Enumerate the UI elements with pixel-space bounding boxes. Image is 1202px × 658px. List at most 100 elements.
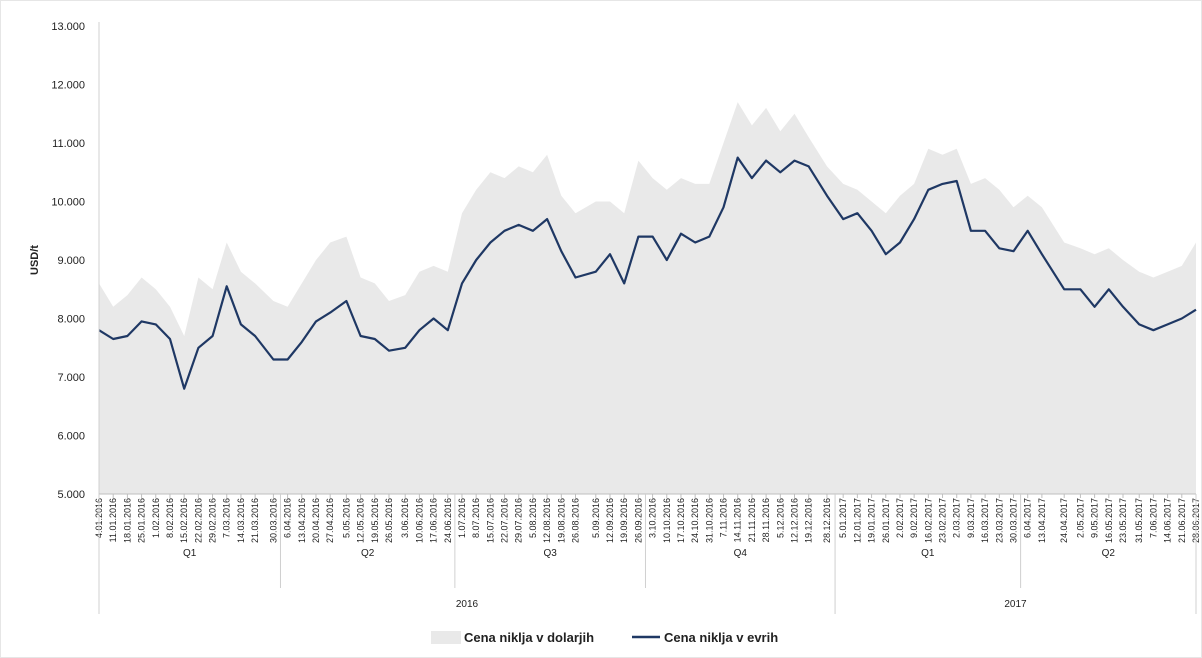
quarter-label: Q1 xyxy=(183,548,197,559)
series-line-euros xyxy=(98,156,1197,390)
x-tick-label: 5.08.2016 xyxy=(528,498,538,538)
x-tick-label: 14.11.2016 xyxy=(733,498,743,542)
x-tick-label: 21.06.2017 xyxy=(1177,498,1187,543)
y-tick-label: 13.000 xyxy=(51,21,85,33)
quarter-label: Q1 xyxy=(921,548,935,559)
x-tick-label: 2.03.2017 xyxy=(952,498,962,538)
x-tick-label: 2.05.2017 xyxy=(1075,498,1085,538)
x-tick-label: 11.01.2016 xyxy=(108,498,118,542)
x-tick-label: 3.06.2016 xyxy=(400,498,410,538)
x-tick-label: 19.05.2016 xyxy=(370,498,380,543)
y-tick-label: 6.000 xyxy=(57,431,85,443)
x-tick-label: 5.01.2017 xyxy=(838,498,848,538)
x-tick-label: 26.08.2016 xyxy=(571,498,581,543)
x-tick-label: 16.03.2017 xyxy=(980,498,990,543)
x-tick-label: 6.04.2017 xyxy=(1023,498,1033,538)
x-tick-label: 10.06.2016 xyxy=(414,498,424,543)
legend-label-euros: Cena niklja v evrih xyxy=(664,630,778,645)
x-axis: 4.01.2016 11.01.2016 18.01.2016 25.01.2016 1… xyxy=(94,493,1201,614)
x-tick-label: 10.10.2016 xyxy=(662,498,672,543)
y-tick-label: 11.000 xyxy=(52,138,85,150)
x-tick-label: 31.05.2017 xyxy=(1134,498,1144,543)
quarter-label: Q4 xyxy=(734,548,748,559)
x-tick-label: 12.01.2017 xyxy=(852,498,862,543)
x-tick-label: 9.05.2017 xyxy=(1090,498,1100,538)
x-tick-label: 21.11.2016 xyxy=(747,498,757,542)
x-tick-label: 16.05.2017 xyxy=(1104,498,1114,543)
x-tick-label: 5.05.2016 xyxy=(341,498,351,538)
x-tick-label: 12.05.2016 xyxy=(356,498,366,543)
x-tick-label: 9.02.2017 xyxy=(909,498,919,538)
x-tick-label: 7.03.2016 xyxy=(222,498,232,538)
series-area-dollars xyxy=(99,102,1196,494)
x-tick-label: 28.11.2016 xyxy=(761,498,771,542)
x-tick-label: 14.03.2016 xyxy=(236,498,246,543)
plot-area xyxy=(98,102,1197,494)
x-tick-label: 22.07.2016 xyxy=(500,498,510,543)
x-tick-label: 17.06.2016 xyxy=(429,498,439,543)
x-tick-label: 19.09.2016 xyxy=(619,498,629,543)
x-tick-label: 23.05.2017 xyxy=(1118,498,1128,543)
x-tick-label: 23.03.2017 xyxy=(994,498,1004,543)
year-label: 2016 xyxy=(456,599,479,610)
x-tick-label: 26.05.2016 xyxy=(384,498,394,543)
x-tick-label: 9.03.2017 xyxy=(966,498,976,538)
x-tick-label: 26.09.2016 xyxy=(633,498,643,543)
x-tick-label: 29.02.2016 xyxy=(208,498,218,543)
x-tick-label: 5.12.2016 xyxy=(775,498,785,538)
x-tick-label: 20.04.2016 xyxy=(311,498,321,543)
quarter-label: Q2 xyxy=(1102,548,1116,559)
x-tick-label: 30.03.2017 xyxy=(1009,498,1019,543)
y-tick-label: 10.000 xyxy=(51,197,85,209)
x-tick-label: 7.06.2017 xyxy=(1148,498,1158,538)
x-tick-label: 19.01.2017 xyxy=(867,498,877,543)
y-tick-label: 7.000 xyxy=(57,372,85,384)
x-tick-label: 22.02.2016 xyxy=(193,498,203,543)
x-tick-label: 25.01.2016 xyxy=(137,498,147,543)
x-tick-label: 16.02.2017 xyxy=(923,498,933,543)
x-tick-label: 17.10.2016 xyxy=(676,498,686,543)
y-tick-label: 9.000 xyxy=(57,255,85,267)
x-tick-label: 13.04.2017 xyxy=(1037,498,1047,543)
legend: Cena niklja v dolarjih Cena niklja v evr… xyxy=(431,630,778,645)
y-axis-label: USD/t xyxy=(29,245,41,275)
x-tick-label: 13.04.2016 xyxy=(297,498,307,543)
quarter-label: Q2 xyxy=(361,548,375,559)
x-tick-label: 8.07.2016 xyxy=(471,498,481,538)
x-tick-label: 2.02.2017 xyxy=(895,498,905,538)
quarter-label: Q3 xyxy=(544,548,558,559)
legend-label-dollars: Cena niklja v dolarjih xyxy=(464,630,594,645)
x-tick-label: 24.04.2017 xyxy=(1059,498,1069,543)
y-axis: 5.000 6.000 7.000 8.000 9.000 10.000 11.000 12.… xyxy=(51,21,100,501)
y-tick-label: 8.000 xyxy=(57,314,85,326)
x-tick-label: 15.07.2016 xyxy=(485,498,495,543)
x-tick-label: 15.02.2016 xyxy=(179,498,189,543)
x-tick-label: 12.09.2016 xyxy=(605,498,615,543)
year-label: 2017 xyxy=(1004,599,1027,610)
x-tick-label: 19.12.2016 xyxy=(804,498,814,543)
x-tick-label: 5.09.2016 xyxy=(591,498,601,538)
x-tick-label: 18.01.2016 xyxy=(122,498,132,543)
y-tick-label: 12.000 xyxy=(51,80,85,92)
x-tick-label: 28.12.2016 xyxy=(822,498,832,543)
x-tick-label: 30.03.2016 xyxy=(268,498,278,543)
x-tick-label: 14.06.2017 xyxy=(1163,498,1173,543)
x-tick-label: 1.07.2016 xyxy=(457,498,467,538)
x-tick-label: 23.02.2017 xyxy=(938,498,948,543)
x-tick-label: 3.10.2016 xyxy=(648,498,658,538)
x-tick-label: 31.10.2016 xyxy=(704,498,714,543)
x-tick-label: 12.12.2016 xyxy=(790,498,800,543)
x-tick-label: 29.07.2016 xyxy=(514,498,524,543)
x-tick-label: 12.08.2016 xyxy=(542,498,552,543)
x-tick-label: 1.02.2016 xyxy=(151,498,161,538)
y-tick-label: 5.000 xyxy=(57,489,85,501)
x-tick-label: 8.02.2016 xyxy=(165,498,175,538)
x-tick-label: 26.01.2017 xyxy=(881,498,891,543)
x-tick-label: 27.04.2016 xyxy=(325,498,335,543)
x-tick-label: 6.04.2016 xyxy=(283,498,293,538)
x-tick-label: 21.03.2016 xyxy=(250,498,260,543)
x-tick-label: 7.11.2016 xyxy=(719,498,729,537)
x-tick-label: 24.10.2016 xyxy=(690,498,700,543)
legend-swatch-dollars xyxy=(431,631,461,644)
